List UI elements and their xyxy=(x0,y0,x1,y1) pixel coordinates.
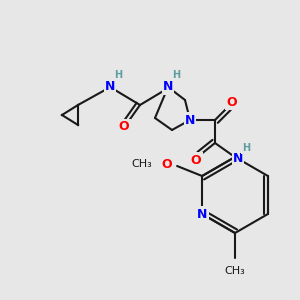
Text: H: H xyxy=(114,70,122,80)
Text: CH₃: CH₃ xyxy=(132,159,152,169)
Text: N: N xyxy=(233,152,243,164)
Text: N: N xyxy=(105,80,115,94)
Text: O: O xyxy=(119,121,129,134)
Text: H: H xyxy=(172,70,180,80)
Text: CH₃: CH₃ xyxy=(225,266,245,276)
Text: N: N xyxy=(163,80,173,94)
Text: O: O xyxy=(162,158,172,170)
Text: O: O xyxy=(191,154,201,166)
Text: O: O xyxy=(227,95,237,109)
Text: H: H xyxy=(242,143,250,153)
Text: N: N xyxy=(185,113,195,127)
Text: N: N xyxy=(197,208,207,220)
